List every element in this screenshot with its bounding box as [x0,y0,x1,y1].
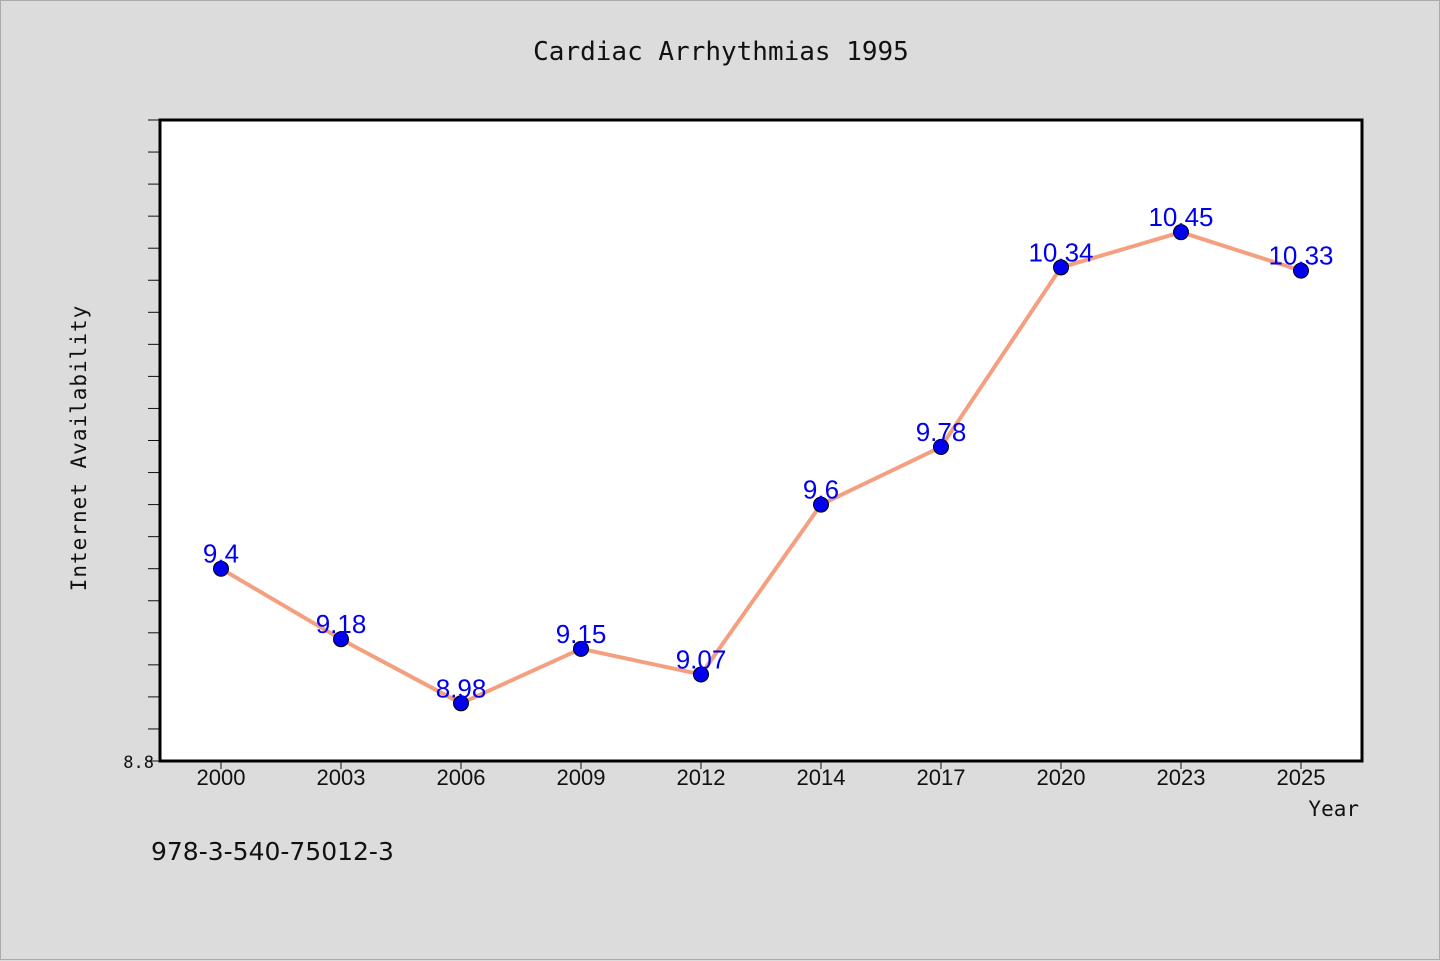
data-point [1053,259,1069,276]
x-tick-label: 2012 [677,765,726,790]
data-label: 10.33 [1268,241,1333,271]
data-point [453,695,469,712]
x-tick-label: 2025 [1277,765,1326,790]
x-tick-label: 2009 [557,765,606,790]
data-label: 9.4 [203,539,239,569]
x-tick-label: 2000 [197,765,246,790]
data-point [213,560,229,577]
chart-title: Cardiac Arrhythmias 1995 [533,37,909,67]
data-label: 8.98 [436,673,487,703]
isbn-annotation: 978-3-540-75012-3 [151,837,394,866]
data-point [813,496,829,513]
data-label: 9.18 [316,609,367,639]
data-point [693,666,709,683]
data-point [1173,224,1189,241]
x-tick-label: 2023 [1157,765,1206,790]
x-tick-label: 2014 [797,765,846,790]
plot-border [158,118,1364,763]
x-tick-label: 2006 [437,765,486,790]
data-label: 9.15 [556,619,607,649]
x-tick-label: 2003 [317,765,366,790]
plot-area [160,120,1362,761]
data-point [933,438,949,455]
x-axis-label: Year [1308,797,1359,821]
series-line [219,230,1303,706]
x-tick-label: 2020 [1037,765,1086,790]
data-point [573,640,589,657]
data-label: 10.34 [1028,237,1093,267]
data-point [333,631,349,648]
data-label: 9.6 [803,475,839,505]
y-tick-label: 8.8 [123,753,154,773]
x-tick-label: 2017 [917,765,966,790]
data-label: 9.07 [676,644,727,674]
data-label: 10.45 [1148,202,1213,232]
data-label: 9.78 [916,417,967,447]
data-point [1293,262,1309,279]
